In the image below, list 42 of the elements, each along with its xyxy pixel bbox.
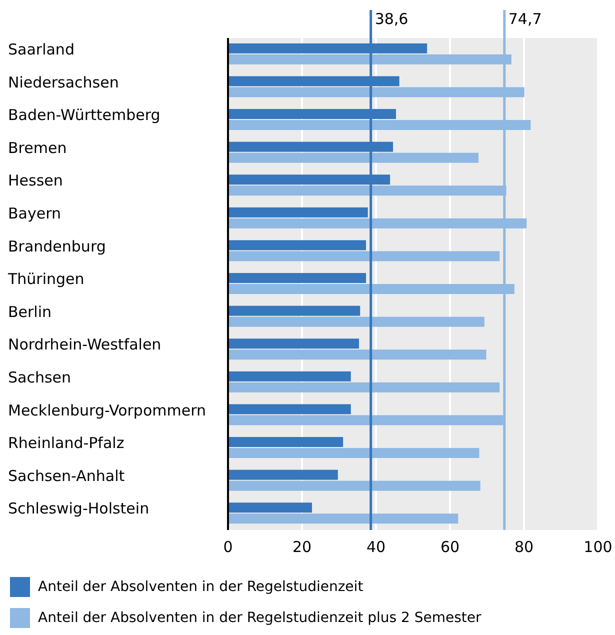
y-tick-label: Niedersachsen: [8, 73, 119, 92]
ref-line-label: 74,7: [508, 10, 542, 28]
bar: [228, 502, 312, 513]
bar: [228, 448, 480, 458]
bar: [228, 480, 480, 491]
ref-line-label: 38,6: [374, 10, 408, 28]
bar: [228, 240, 366, 250]
x-tick-label: 100: [584, 538, 612, 556]
bar: [228, 382, 500, 392]
y-tick-label: Brandenburg: [8, 237, 106, 256]
x-tick-label: 80: [514, 538, 534, 556]
y-tick-label: Schleswig-Holstein: [8, 500, 150, 518]
bar: [228, 273, 366, 283]
y-tick-label: Rheinland-Pfalz: [8, 434, 124, 452]
y-tick-label: Mecklenburg-Vorpommern: [8, 401, 206, 420]
x-tick-label: 20: [292, 538, 312, 556]
bar: [228, 152, 478, 163]
y-tick-label: Hessen: [8, 172, 63, 190]
legend-label: Anteil der Absolventen in der Regelstudienzeit plus 2 Semester: [38, 610, 482, 626]
y-tick-label: Bremen: [8, 138, 67, 157]
y-tick-label: Berlin: [8, 302, 52, 321]
y-tick-label: Baden-Württemberg: [8, 106, 160, 124]
bar: [228, 338, 359, 349]
y-tick-label: Nordrhein-Westfalen: [8, 336, 162, 354]
y-tick-label: Sachsen: [8, 368, 72, 387]
x-tick-label: 40: [366, 538, 386, 556]
y-tick-label: Thüringen: [7, 270, 84, 288]
bar: [228, 470, 338, 480]
y-tick-label: Sachsen-Anhalt: [8, 466, 125, 485]
x-tick-label: 60: [440, 538, 460, 556]
bar: [228, 514, 458, 524]
bar: [228, 316, 484, 327]
bar: [228, 306, 360, 316]
bar: [228, 437, 344, 447]
bar: [228, 404, 351, 414]
x-tick-label: 0: [223, 538, 233, 556]
bar: [228, 371, 351, 382]
legend-label: Anteil der Absolventen in der Regelstudienzeit: [38, 578, 364, 595]
bar: [228, 251, 500, 262]
bar: [228, 350, 486, 360]
y-tick-label: Saarland: [8, 40, 74, 59]
y-tick-label: Bayern: [8, 204, 61, 223]
